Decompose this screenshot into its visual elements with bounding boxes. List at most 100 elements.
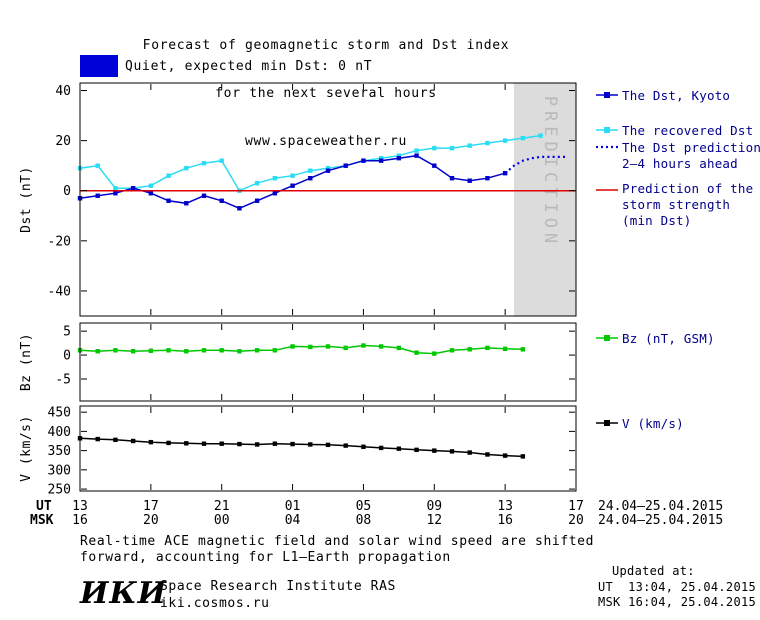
series-dst_kyoto-marker [432, 163, 437, 168]
panel-frame-dst [79, 82, 577, 317]
series-dst_kyoto-marker [237, 206, 242, 211]
series-dst_kyoto-marker [148, 191, 154, 196]
series-v-marker [325, 442, 331, 448]
series-recovered_dst-marker [148, 183, 154, 188]
y-axis-label-dst: Dst (nT) [19, 166, 34, 233]
y-tick-label: 300 [48, 463, 71, 478]
series-dst_kyoto-marker [449, 176, 455, 181]
series-dst_kyoto-marker [308, 176, 313, 181]
legend-marker-square-bz [604, 335, 610, 341]
series-recovered_dst-marker [113, 186, 118, 191]
series-bz-marker [467, 347, 472, 352]
series-dst_kyoto-marker [378, 158, 384, 163]
series-bz-marker [166, 348, 171, 353]
series-v-marker [166, 440, 171, 446]
series-v-marker [502, 453, 508, 458]
series-recovered_dst-marker [520, 135, 526, 141]
ut-tick-label: 13 [72, 499, 88, 514]
series-v-marker [343, 443, 348, 448]
ut-tick-label: 01 [285, 499, 301, 514]
series-bz-marker [502, 346, 508, 352]
series-recovered_dst-marker [272, 176, 278, 181]
legend-label-storm-1: Prediction of the [622, 181, 754, 196]
series-recovered_dst-marker [538, 133, 543, 138]
legend-label-dst-kyoto: The Dst, Kyoto [622, 88, 731, 103]
series-recovered_dst-marker [184, 165, 189, 171]
ut-tick-label: 17 [143, 499, 159, 514]
y-tick-label: -5 [55, 372, 71, 387]
footnote-line-1: Real-time ACE magnetic field and solar w… [80, 534, 595, 549]
series-recovered_dst-marker [502, 138, 508, 143]
series-v-marker [520, 454, 526, 459]
series-dst_kyoto-marker [113, 191, 118, 196]
msk-date-range: 24.04–25.04.2015 [598, 513, 723, 528]
series-v-marker [237, 441, 242, 447]
prediction-region [514, 83, 576, 316]
series-v-marker [130, 438, 136, 444]
series-dst_kyoto-marker [485, 176, 490, 181]
y-tick-label: 250 [48, 483, 71, 498]
series-bz-marker [414, 350, 419, 355]
series-bz-marker [237, 349, 242, 354]
legend-label-storm-3: (min Dst) [622, 213, 692, 228]
series-recovered_dst-marker [396, 153, 402, 158]
series-v-marker [467, 450, 472, 455]
ut-tick-label: 09 [426, 499, 442, 514]
series-bz-marker [148, 348, 154, 353]
ut-date-range: 24.04–25.04.2015 [598, 499, 723, 514]
series-recovered_dst-marker [325, 165, 331, 171]
y-tick-label: 20 [55, 134, 71, 149]
legend-marker-square-v [604, 420, 610, 426]
y-tick-label: -20 [48, 234, 71, 249]
series-v-marker [219, 441, 224, 446]
series-bz-marker [325, 344, 331, 349]
series-bz-marker [396, 345, 402, 351]
series-dst_kyoto-marker [290, 183, 295, 188]
legend-marker-square-recovered_dst [604, 127, 610, 133]
series-v-marker [449, 449, 455, 454]
series-dst_kyoto-marker [219, 198, 224, 203]
series-recovered_dst-marker [308, 168, 313, 173]
series-recovered_dst-marker [254, 181, 260, 186]
y-tick-label: 0 [63, 349, 71, 364]
series-bz-marker [254, 348, 260, 353]
y-tick-label: 450 [48, 406, 71, 421]
series-v-marker [361, 444, 366, 449]
series-bz-marker [308, 344, 313, 350]
panel-frame-v [79, 405, 577, 492]
ut-tick-label: 21 [214, 499, 230, 514]
legend-label-storm-2: storm strength [622, 197, 731, 212]
y-tick-label: -40 [48, 284, 71, 299]
updated-at-msk: MSK 16:04, 25.04.2015 [598, 595, 757, 609]
ut-tick-label: 17 [568, 499, 584, 514]
msk-tick-label: 00 [214, 513, 230, 528]
title-line-1: Forecast of geomagnetic storm and Dst in… [142, 38, 510, 53]
ut-tick-label: 13 [497, 499, 513, 514]
series-v-marker [272, 441, 278, 446]
legend-label-bz: Bz (nT, GSM) [622, 331, 715, 346]
series-bz-marker [361, 343, 366, 348]
msk-row-label: MSK [30, 513, 54, 528]
updated-at-ut: UT 13:04, 25.04.2015 [598, 580, 757, 594]
series-bz-marker [95, 349, 100, 354]
y-tick-label: 350 [48, 444, 71, 459]
series-dst_kyoto-marker [130, 186, 136, 191]
series-v-marker [290, 441, 295, 447]
msk-tick-label: 16 [497, 513, 513, 528]
msk-tick-label: 12 [426, 513, 442, 528]
msk-tick-label: 20 [143, 513, 159, 528]
series-recovered_dst-marker [467, 143, 472, 148]
series-v-marker [254, 442, 260, 447]
iki-logo: ИКИ [80, 576, 167, 611]
legend-label-recovered: The recovered Dst [622, 123, 754, 138]
series-dst_kyoto-marker [272, 191, 278, 196]
series-v-marker [432, 448, 437, 453]
institute-name: Space Research Institute RAS [160, 579, 396, 594]
series-v-marker [113, 437, 118, 443]
prediction-region-label: PREDICTION [540, 96, 560, 248]
quiet-status-label: Quiet, expected min Dst: 0 nT [125, 59, 373, 74]
legend-label-v: V (km/s) [622, 416, 684, 431]
series-bz-marker [290, 344, 295, 349]
